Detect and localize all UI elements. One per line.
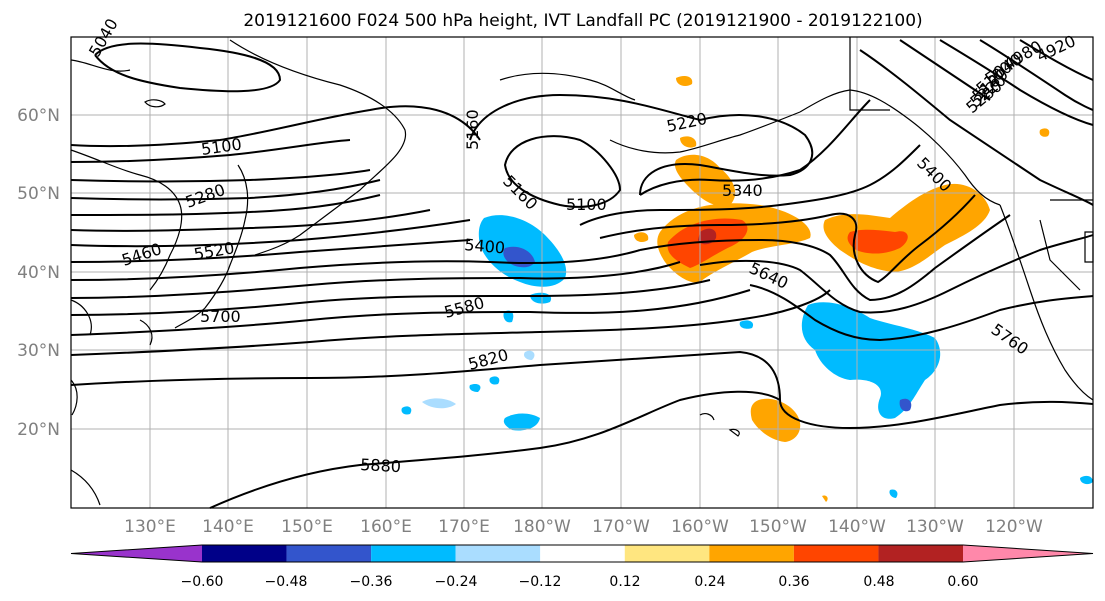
- map-frame: [70, 36, 1094, 509]
- map-title: 2019121600 F024 500 hPa height, IVT Land…: [243, 11, 922, 31]
- longitude-labels: 130°E 140°E 150°E 160°E 170°E 180°W 170°…: [124, 517, 1043, 537]
- lon-label: 150°E: [281, 517, 333, 537]
- colorbar: [70, 544, 1094, 563]
- colorbar-segment: [709, 545, 794, 562]
- colorbar-tick-label: 0.12: [609, 574, 640, 590]
- contour-label: 5700: [200, 307, 241, 326]
- lat-label: 30°N: [17, 341, 60, 361]
- map-panel: 5100 5160 5220 5160 5100 5280 5340 5400 …: [70, 15, 1094, 509]
- colorbar-tick-label: −0.36: [350, 574, 393, 590]
- colorbar-segment: [286, 545, 372, 562]
- contour-label: 5340: [722, 181, 763, 200]
- lon-label: 130°W: [906, 517, 964, 537]
- colorbar-tick-label: −0.60: [181, 574, 224, 590]
- colorbar-segment: [202, 545, 287, 562]
- colorbar-segment: [878, 545, 963, 562]
- colorbar-tick-label: 0.60: [947, 574, 978, 590]
- lon-label: 160°W: [671, 517, 729, 537]
- latitude-labels: 60°N 50°N 40°N 30°N 20°N: [17, 106, 60, 440]
- lon-label: 150°W: [749, 517, 807, 537]
- coastlines: [70, 37, 1094, 506]
- positive-region-south: [750, 398, 801, 442]
- lat-label: 40°N: [17, 263, 60, 283]
- colorbar-segment: [540, 545, 625, 562]
- colorbar-tick-label: 0.36: [778, 574, 809, 590]
- contour-label: 5160: [463, 109, 482, 150]
- colorbar-tick-label: −0.48: [265, 574, 308, 590]
- colorbar-segment: [71, 545, 202, 562]
- lon-label: 170°W: [592, 517, 650, 537]
- lat-label: 20°N: [17, 420, 60, 440]
- colorbar-tick-label: 0.24: [694, 574, 725, 590]
- contour-label: 5100: [566, 195, 607, 214]
- contour-label: 5400: [464, 235, 506, 257]
- lon-label: 160°E: [360, 517, 412, 537]
- lon-label: 180°W: [513, 517, 571, 537]
- height-contours: [70, 39, 1094, 509]
- colorbar-tick-labels: −0.60 −0.48 −0.36 −0.24 −0.12 0.12 0.24 …: [181, 574, 979, 590]
- colorbar-segment: [963, 545, 1093, 562]
- lon-label: 120°W: [985, 517, 1043, 537]
- lon-label: 140°W: [828, 517, 886, 537]
- contour-label: 5880: [360, 455, 402, 476]
- lon-label: 170°E: [438, 517, 490, 537]
- lon-label: 140°E: [202, 517, 254, 537]
- lat-label: 50°N: [17, 184, 60, 204]
- colorbar-segment: [624, 545, 710, 562]
- lat-label: 60°N: [17, 106, 60, 126]
- colorbar-outline: [70, 544, 1094, 563]
- colorbar-tick-label: 0.48: [863, 574, 894, 590]
- colorbar-segment: [371, 545, 456, 562]
- colorbar-segment: [793, 545, 879, 562]
- colorbar-segment: [455, 545, 541, 562]
- colorbar-tick-label: −0.24: [435, 574, 478, 590]
- gridlines: [71, 37, 1093, 508]
- colorbar-tick-label: −0.12: [519, 574, 562, 590]
- lon-label: 130°E: [124, 517, 176, 537]
